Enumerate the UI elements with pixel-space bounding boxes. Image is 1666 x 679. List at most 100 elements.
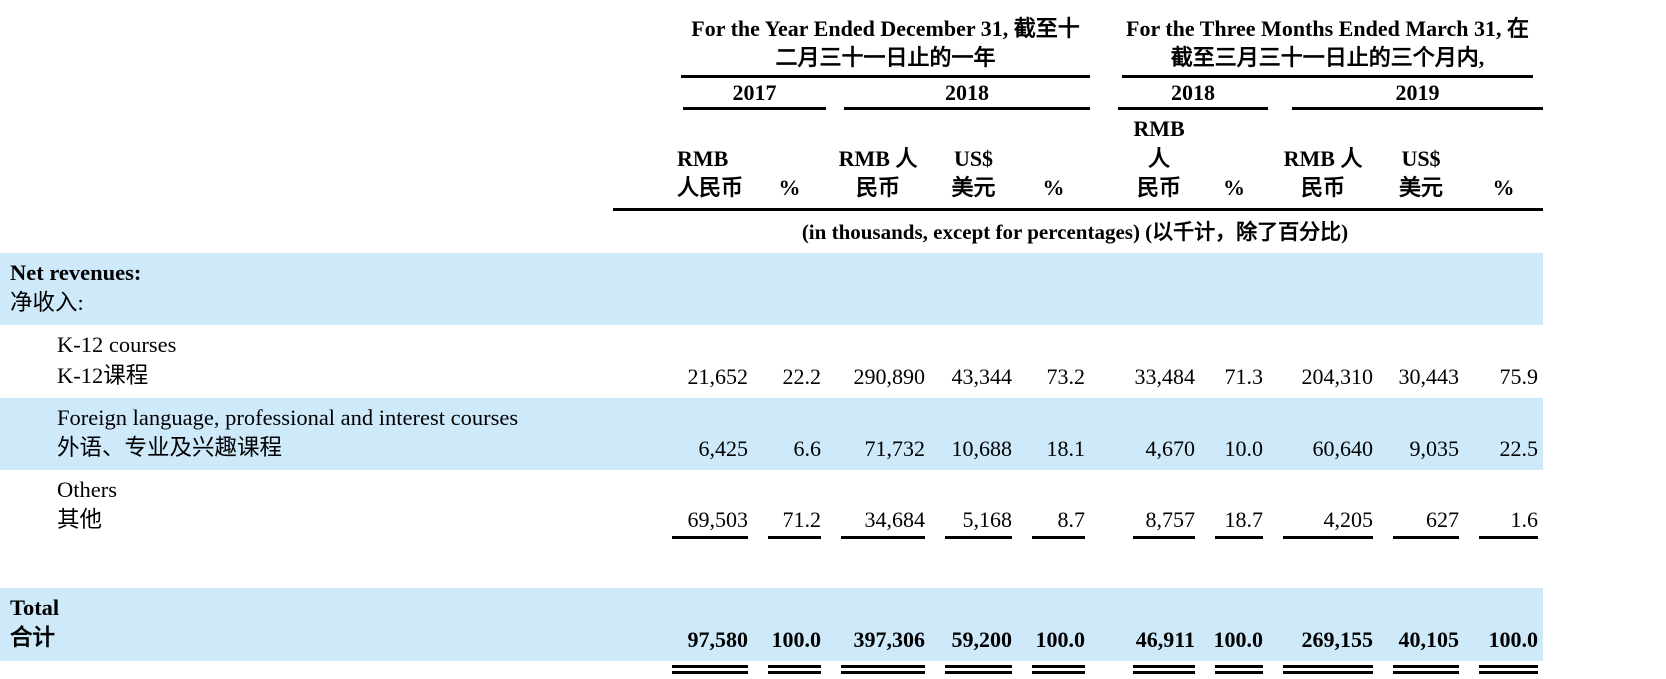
col-2018-rmb-header: RMB 人 民币 (826, 110, 930, 212)
cell-value: 9,035 (1378, 397, 1464, 470)
row-label-net-revenues: Net revenues: 净收入: (0, 253, 657, 326)
cell-value: 4,205 (1268, 470, 1378, 542)
cell-value: 18.1 (1017, 397, 1090, 470)
col-2019-pct-header: % (1464, 110, 1543, 212)
double-rule-cell (1017, 661, 1090, 679)
double-rule-cell (1268, 661, 1378, 679)
label-en: Total (10, 595, 60, 621)
cell-value: 397,306 (826, 588, 930, 661)
year-header-row: 2017 2018 2018 2019 (0, 78, 1543, 111)
col-2018q-pct-header: % (1200, 110, 1268, 212)
cell-value: 22.2 (782, 363, 822, 389)
total-row: Total 合计 97,580 100.0 397,306 59,200 100… (0, 588, 1543, 661)
underlined-value: 4,205 (1283, 507, 1373, 540)
cell-value: 60,640 (1268, 397, 1378, 470)
usd-label-line1: US$ (953, 145, 994, 171)
underlined-value: 5,168 (945, 507, 1012, 540)
row-label-foreign-language: Foreign language, professional and inter… (0, 397, 657, 470)
k12-row: K-12 courses K-12课程 21,652 22.2 290,890 … (0, 325, 1543, 397)
cell-value: 269,155 (1268, 588, 1378, 661)
year-2018-label: 2018 (844, 78, 1090, 111)
col-2018-pct-header: % (1017, 110, 1090, 212)
revenue-breakdown-table: For the Year Ended December 31, 截至十 二月三十… (0, 14, 1543, 679)
cell-value: 75.9 (1499, 363, 1539, 389)
rmb-label-line2: 民币 (1300, 175, 1345, 201)
cell-value: 69,503 (657, 470, 753, 542)
cell-value: 290,890 (853, 363, 926, 389)
currency-header-row: RMB 人民币 % RMB 人 民币 US$ 美元 % RMB 人 民币 % R… (0, 110, 1543, 212)
empty-cell (657, 253, 753, 326)
empty-cell (1017, 253, 1090, 326)
double-rule (1479, 664, 1538, 674)
percent-label: % (1223, 175, 1245, 201)
group1-title-line1: For the Year Ended December 31, 截至十 (691, 16, 1080, 41)
cell-value: 4,670 (1118, 397, 1200, 470)
usd-label-line1: US$ (1401, 145, 1441, 171)
label-column-spacer (0, 661, 657, 679)
year-2018q-label: 2018 (1118, 78, 1268, 111)
double-rule (1215, 664, 1263, 674)
double-rule-cell (1118, 661, 1200, 679)
cell-value: 8,757 (1118, 470, 1200, 542)
group2-rule: For the Three Months Ended March 31, 在 截… (1122, 14, 1533, 79)
rmb-label-line1: RMB 人 (1133, 116, 1185, 171)
row-label-total: Total 合计 (0, 588, 657, 661)
net-revenues-section-row: Net revenues: 净收入: (0, 253, 1543, 326)
double-rule-cell (1378, 661, 1464, 679)
others-row: Others 其他 69,503 71.2 34,684 5,168 8.7 8… (0, 470, 1543, 542)
underlined-value: 8,757 (1133, 507, 1195, 540)
empty-cell (1378, 253, 1464, 326)
group-three-months-mar31: For the Three Months Ended March 31, 在 截… (1118, 14, 1543, 79)
group-gap (1090, 325, 1118, 397)
group1-rule: For the Year Ended December 31, 截至十 二月三十… (681, 14, 1090, 79)
double-rule-cell (826, 661, 930, 679)
double-rule (945, 664, 1012, 674)
percent-label: % (778, 175, 801, 201)
group-year-ended-dec31: For the Year Ended December 31, 截至十 二月三十… (657, 14, 1090, 79)
group-gap (1090, 14, 1118, 78)
cell-value: 204,310 (1301, 363, 1374, 389)
col-2019-rmb-header: RMB 人 民币 (1268, 110, 1378, 212)
cell-value: 73.2 (1046, 363, 1086, 389)
double-rule (672, 664, 748, 674)
cell-value: 22.5 (1464, 397, 1543, 470)
double-rule (1393, 664, 1459, 674)
label-zh: K-12课程 (57, 362, 149, 388)
units-note: (in thousands, except for percentages) (… (801, 220, 1349, 245)
col-2018q-rmb-header: RMB 人 民币 (1118, 110, 1200, 212)
label-column-spacer (0, 110, 613, 210)
underlined-value: 71.2 (768, 507, 821, 540)
cell-value: 100.0 (1464, 588, 1543, 661)
label-column-spacer (0, 78, 657, 110)
cell-value: 43,344 (951, 363, 1013, 389)
cell-value: 40,105 (1378, 588, 1464, 661)
double-rule-cell (657, 661, 753, 679)
spacer-cell (0, 542, 1543, 589)
usd-label-line2: 美元 (1398, 175, 1443, 201)
label-en: K-12 courses (57, 332, 177, 358)
cell-value: 71.3 (1224, 363, 1264, 389)
cell-value: 10.0 (1200, 397, 1268, 470)
cell-value: 71.2 (753, 470, 826, 542)
cell-value: 71,732 (826, 397, 930, 470)
group-gap (1090, 78, 1118, 110)
cell-value: 5,168 (930, 470, 1017, 542)
cell-value: 30,443 (1398, 363, 1460, 389)
empty-cell (930, 253, 1017, 326)
double-rule (768, 664, 821, 674)
cell-value: 8.7 (1017, 470, 1090, 542)
year-2017-label: 2017 (683, 78, 826, 111)
cell-value: 100.0 (753, 588, 826, 661)
double-rule (1133, 664, 1195, 674)
cell-value: 1.6 (1464, 470, 1543, 542)
double-rule (841, 664, 925, 674)
rmb-label-line2: 民币 (855, 175, 900, 201)
year-2018q-header: 2018 (1118, 78, 1268, 111)
col-2017-pct-header: % (753, 110, 826, 212)
year-2018-header: 2018 (826, 78, 1090, 111)
cell-value: 21,652 (687, 363, 749, 389)
spacer-row (0, 542, 1543, 589)
cell-value: 97,580 (657, 588, 753, 661)
group-gap (1090, 470, 1118, 542)
cell-value: 10,688 (930, 397, 1017, 470)
